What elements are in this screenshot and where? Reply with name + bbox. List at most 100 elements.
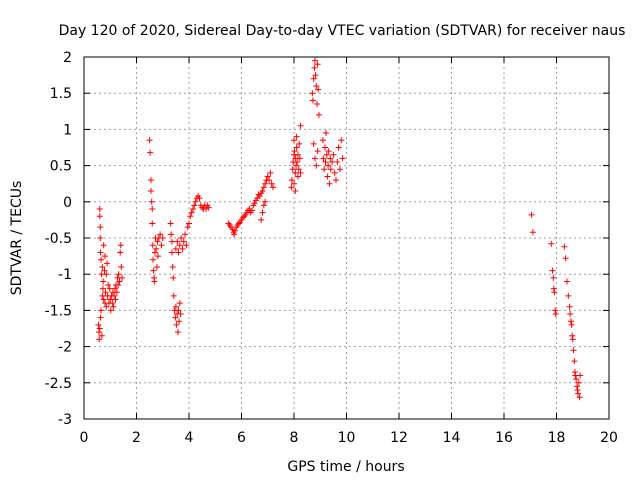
data-point [550, 274, 557, 281]
data-point [106, 285, 113, 292]
data-point [192, 198, 199, 205]
data-point [561, 243, 568, 250]
data-point [320, 155, 327, 162]
y-tick-label: 2 [63, 50, 72, 66]
x-tick-label: 8 [290, 430, 299, 446]
data-point [112, 296, 119, 303]
data-point [169, 263, 176, 270]
x-tick-label: 10 [338, 430, 356, 446]
data-point [568, 321, 575, 328]
data-point [153, 245, 160, 252]
data-point [172, 314, 179, 321]
data-point [184, 224, 191, 231]
data-point [158, 242, 165, 249]
data-point [296, 155, 303, 162]
data-point [310, 75, 317, 82]
data-point [293, 133, 300, 140]
data-point [153, 263, 160, 270]
data-point [331, 169, 338, 176]
data-point [567, 311, 574, 318]
data-point [338, 137, 345, 144]
data-point [177, 311, 184, 318]
data-point [565, 292, 572, 299]
data-point [97, 249, 104, 256]
data-point [576, 394, 583, 401]
data-point [116, 278, 123, 285]
data-point [168, 231, 175, 238]
data-point [168, 249, 175, 256]
data-point [550, 285, 557, 292]
data-point [575, 379, 582, 386]
data-point [255, 191, 262, 198]
data-point [235, 220, 242, 227]
data-point [99, 292, 106, 299]
data-point [170, 292, 177, 299]
data-point [312, 155, 318, 162]
y-tick-label: -0.5 [45, 231, 72, 247]
axis-ticks: 0 2 4 6 8 10 12 14 16 18 20-3-2.5-2-1.5-1-0.500.51… [45, 50, 618, 446]
data-point [293, 144, 300, 151]
data-point [260, 184, 267, 191]
data-point [109, 300, 116, 307]
data-point [118, 263, 125, 270]
data-point [173, 321, 180, 328]
data-point [103, 303, 110, 310]
data-point [175, 307, 182, 314]
data-point [291, 180, 297, 187]
data-point [288, 184, 295, 191]
data-point [183, 242, 190, 249]
y-tick-label: 1.5 [50, 86, 72, 102]
data-point [98, 332, 105, 339]
data-point [99, 285, 106, 292]
data-point [570, 347, 577, 354]
data-point [154, 238, 161, 245]
data-point [322, 158, 329, 165]
data-point [149, 242, 156, 249]
data-point [111, 292, 118, 299]
data-point [97, 235, 104, 241]
data-point [256, 193, 263, 200]
data-point [294, 158, 301, 165]
y-tick-label: -2 [58, 340, 72, 356]
data-point [186, 220, 192, 227]
data-point [267, 169, 274, 176]
data-point [577, 372, 584, 379]
data-point [288, 177, 295, 184]
data-point [294, 151, 301, 158]
data-point [111, 285, 118, 292]
data-point [319, 137, 326, 144]
data-point [170, 274, 177, 281]
data-point [264, 173, 271, 180]
data-point [312, 72, 319, 79]
data-point [172, 245, 179, 252]
data-point [107, 307, 114, 314]
data-point [96, 325, 103, 332]
data-point [188, 209, 195, 216]
data-point [96, 206, 103, 213]
x-tick-label: 6 [237, 430, 246, 446]
data-point [297, 169, 304, 176]
data-point [314, 101, 321, 108]
data-point [258, 216, 265, 223]
chart-title: Day 120 of 2020, Sidereal Day-to-day VTE… [59, 23, 626, 39]
data-point [102, 289, 109, 296]
data-point [529, 229, 536, 236]
data-point [110, 303, 117, 310]
x-tick-label: 18 [548, 430, 566, 446]
data-point [262, 180, 269, 187]
data-point [336, 166, 343, 173]
x-tick-label: 14 [443, 430, 461, 446]
x-tick-label: 4 [185, 430, 194, 446]
data-point [292, 187, 299, 194]
data-point [260, 202, 267, 209]
data-point [327, 155, 334, 162]
data-point [196, 195, 203, 202]
data-point [231, 227, 238, 234]
data-point [167, 220, 174, 227]
data-point [246, 206, 253, 213]
data-point [97, 224, 104, 231]
data-point [339, 155, 346, 162]
data-point [249, 207, 255, 214]
data-point [172, 303, 179, 310]
data-point [327, 166, 334, 173]
